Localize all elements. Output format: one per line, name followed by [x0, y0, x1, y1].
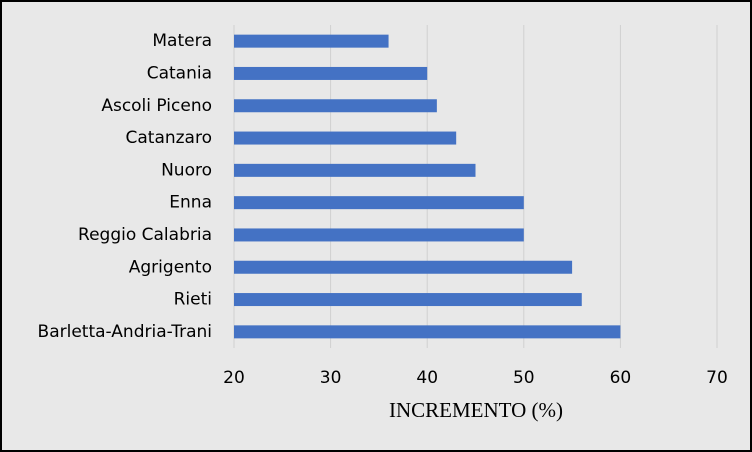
- y-tick-label: Agrigento: [129, 257, 212, 277]
- bar: [234, 228, 524, 242]
- y-tick-label: Reggio Calabria: [78, 225, 212, 245]
- y-tick-label: Catania: [147, 63, 212, 83]
- bar: [234, 99, 437, 113]
- x-tick-label: 50: [513, 368, 535, 388]
- bar: [234, 34, 389, 48]
- x-tick-label: 70: [706, 368, 728, 388]
- x-tick-label: 60: [610, 368, 632, 388]
- y-tick-label: Rieti: [174, 290, 212, 310]
- bar: [234, 293, 582, 307]
- bar: [234, 66, 428, 80]
- y-tick-label: Ascoli Piceno: [101, 96, 212, 116]
- x-axis-title: INCREMENTO (%): [389, 398, 563, 422]
- x-tick-label: 20: [223, 368, 245, 388]
- x-tick-label: 30: [320, 368, 342, 388]
- y-tick-label: Barletta-Andria-Trani: [38, 322, 212, 342]
- bar: [234, 196, 524, 210]
- bar: [234, 163, 476, 177]
- bar: [234, 325, 621, 339]
- x-tick-label: 40: [416, 368, 438, 388]
- bar: [234, 260, 573, 274]
- bar: [234, 131, 457, 145]
- y-tick-label: Catanzaro: [125, 128, 212, 148]
- y-tick-label: Enna: [169, 193, 212, 213]
- y-tick-label: Matera: [152, 31, 212, 51]
- y-tick-label: Nuoro: [161, 160, 212, 180]
